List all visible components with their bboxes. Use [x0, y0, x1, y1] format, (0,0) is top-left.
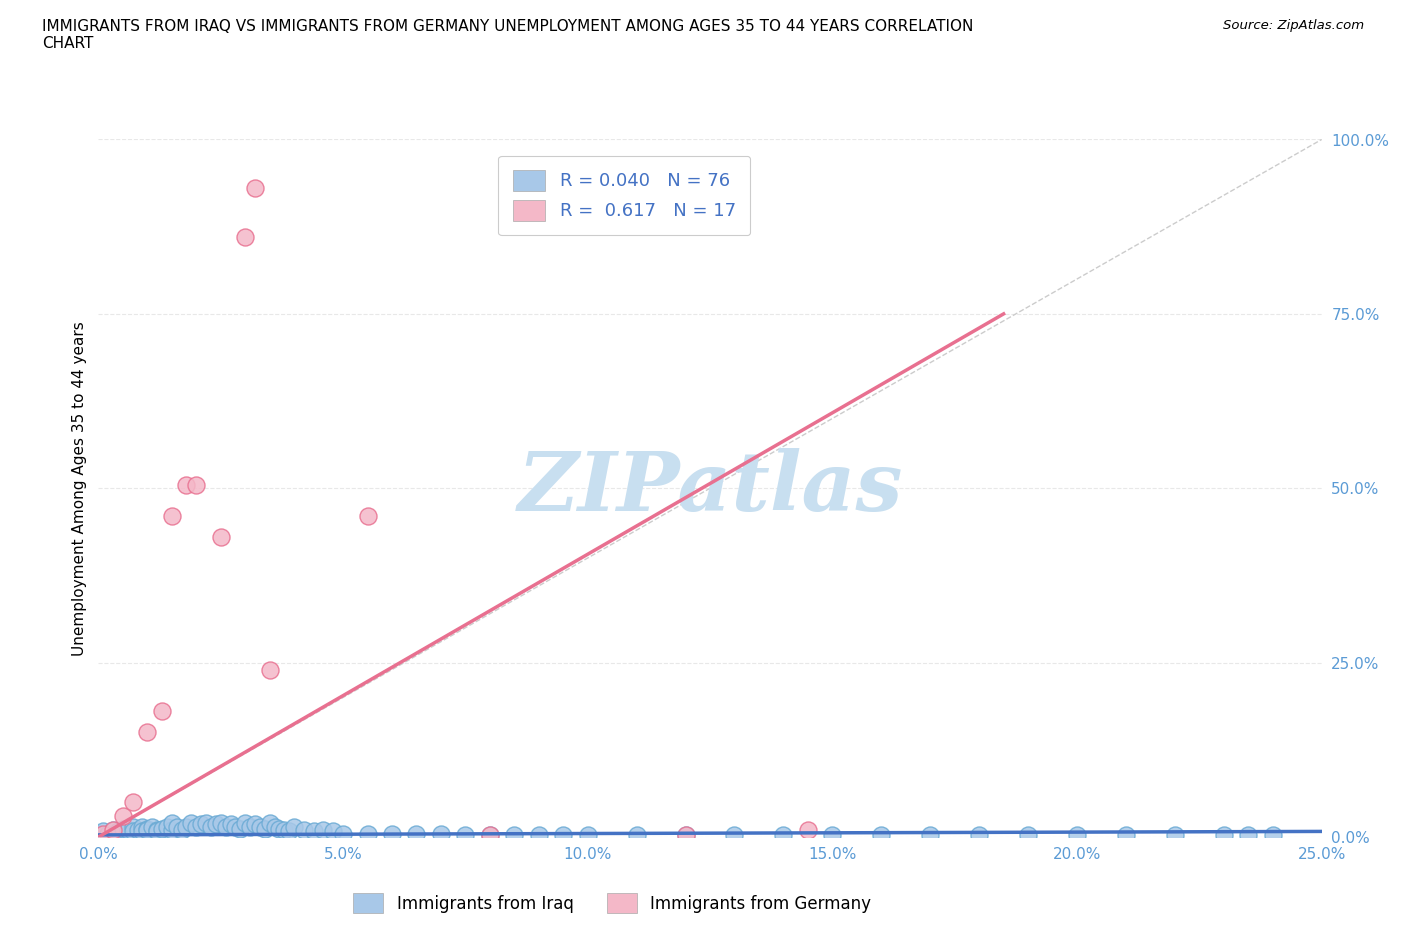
Point	[166, 819, 188, 834]
Point	[233, 230, 256, 245]
Point	[553, 828, 575, 843]
Point	[967, 828, 990, 843]
Text: IMMIGRANTS FROM IRAQ VS IMMIGRANTS FROM GERMANY UNEMPLOYMENT AMONG AGES 35 TO 44: IMMIGRANTS FROM IRAQ VS IMMIGRANTS FROM …	[42, 19, 973, 51]
Point	[273, 823, 295, 837]
Point	[478, 828, 501, 843]
Point	[1237, 828, 1260, 843]
Point	[156, 819, 179, 834]
Point	[675, 828, 697, 843]
Point	[322, 824, 344, 839]
Point	[121, 824, 143, 839]
Point	[160, 509, 183, 524]
Point	[107, 824, 129, 839]
Point	[131, 819, 153, 834]
Point	[195, 816, 218, 830]
Point	[454, 828, 477, 843]
Point	[91, 826, 114, 841]
Point	[1261, 828, 1284, 843]
Point	[136, 725, 159, 740]
Point	[111, 809, 134, 824]
Point	[920, 828, 942, 843]
Point	[405, 826, 427, 841]
Point	[870, 828, 893, 843]
Point	[160, 816, 183, 830]
Point	[253, 821, 276, 836]
Point	[259, 662, 281, 677]
Point	[180, 816, 202, 830]
Text: Source: ZipAtlas.com: Source: ZipAtlas.com	[1223, 19, 1364, 32]
Point	[87, 826, 110, 841]
Point	[186, 819, 208, 834]
Point	[91, 824, 114, 839]
Point	[233, 816, 256, 830]
Point	[209, 816, 232, 830]
Point	[150, 821, 173, 836]
Point	[141, 819, 163, 834]
Point	[170, 823, 193, 837]
Point	[478, 828, 501, 843]
Point	[503, 828, 526, 843]
Point	[117, 823, 139, 837]
Point	[821, 828, 844, 843]
Point	[1164, 828, 1187, 843]
Text: ZIPatlas: ZIPatlas	[517, 448, 903, 528]
Point	[263, 819, 285, 834]
Point	[356, 826, 378, 841]
Point	[381, 826, 404, 841]
Point	[576, 828, 599, 843]
Point	[249, 819, 271, 834]
Point	[150, 704, 173, 719]
Point	[626, 828, 648, 843]
Point	[259, 816, 281, 830]
Point	[1115, 828, 1137, 843]
Point	[101, 823, 124, 837]
Point	[797, 823, 820, 837]
Point	[186, 477, 208, 492]
Point	[121, 794, 143, 809]
Point	[356, 509, 378, 524]
Point	[101, 823, 124, 837]
Point	[229, 821, 252, 836]
Point	[209, 530, 232, 545]
Point	[1017, 828, 1039, 843]
Point	[332, 826, 354, 841]
Point	[302, 824, 325, 839]
Point	[243, 180, 266, 196]
Point	[127, 823, 149, 837]
Point	[675, 828, 697, 843]
Point	[160, 823, 183, 837]
Point	[527, 828, 550, 843]
Point	[121, 819, 143, 834]
Point	[278, 824, 301, 839]
Y-axis label: Unemployment Among Ages 35 to 44 years: Unemployment Among Ages 35 to 44 years	[72, 321, 87, 656]
Point	[772, 828, 794, 843]
Point	[243, 817, 266, 831]
Point	[219, 817, 242, 831]
Point	[205, 817, 228, 831]
Point	[214, 819, 236, 834]
Point	[190, 817, 212, 831]
Point	[176, 819, 198, 834]
Point	[131, 824, 153, 839]
Legend: Immigrants from Iraq, Immigrants from Germany: Immigrants from Iraq, Immigrants from Ge…	[346, 887, 877, 920]
Point	[111, 821, 134, 836]
Point	[239, 819, 262, 834]
Point	[176, 477, 198, 492]
Point	[430, 826, 453, 841]
Point	[283, 819, 305, 834]
Point	[269, 821, 291, 836]
Point	[146, 824, 169, 839]
Point	[1212, 828, 1234, 843]
Point	[97, 826, 120, 841]
Point	[136, 823, 159, 837]
Point	[224, 819, 246, 834]
Point	[136, 821, 159, 836]
Point	[312, 823, 335, 837]
Point	[292, 823, 315, 837]
Point	[1066, 828, 1088, 843]
Point	[200, 819, 222, 834]
Point	[146, 823, 169, 837]
Point	[723, 828, 745, 843]
